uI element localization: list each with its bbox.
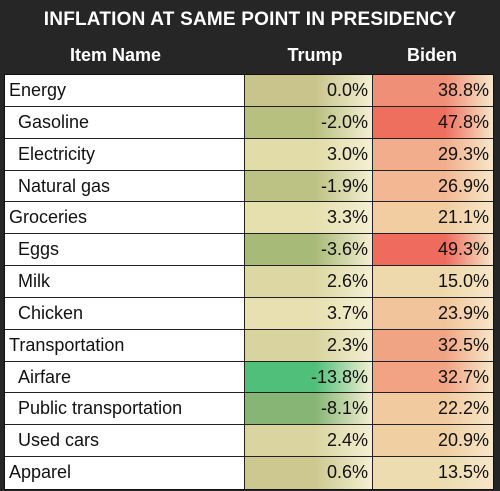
trump-value-cell: 3.7%	[245, 297, 373, 329]
item-name-cell: Chicken	[5, 297, 245, 329]
trump-value-cell: 3.0%	[245, 138, 373, 170]
biden-value-cell: 15.0%	[373, 266, 493, 297]
item-name-cell: Airfare	[5, 361, 245, 393]
biden-value-cell: 20.9%	[373, 425, 493, 457]
biden-value-cell: 21.1%	[373, 202, 493, 234]
biden-value-cell: 26.9%	[373, 170, 493, 202]
table-row: Electricity 3.0% 29.3%	[5, 138, 493, 171]
biden-value-cell: 29.3%	[373, 138, 493, 170]
biden-value-cell: 49.3%	[373, 234, 493, 266]
biden-value-cell: 13.5%	[373, 457, 493, 489]
column-header-trump: Trump	[287, 45, 343, 65]
trump-value-cell: -13.8%	[245, 361, 373, 393]
table-row: Transportation 2.3% 32.5%	[5, 329, 493, 362]
item-name-cell: Milk	[5, 266, 245, 297]
table-row: Chicken 3.7% 23.9%	[5, 297, 493, 330]
trump-value-cell: 0.6%	[245, 457, 373, 489]
trump-value-cell: -1.9%	[245, 170, 373, 202]
trump-value-cell: 2.6%	[245, 266, 373, 297]
table-row: Airfare -13.8% 32.7%	[5, 361, 493, 394]
table-row: Groceries 3.3% 21.1%	[5, 202, 493, 235]
trump-value-cell: -3.6%	[245, 234, 373, 266]
item-name-cell: Electricity	[5, 138, 245, 170]
page-title: INFLATION AT SAME POINT IN PRESIDENCY	[43, 9, 457, 30]
trump-value-cell: 0.0%	[245, 75, 373, 106]
item-name-cell: Gasoline	[5, 106, 245, 138]
column-header-item-name: Item Name	[70, 45, 162, 65]
biden-value-cell: 47.8%	[373, 106, 493, 138]
column-header-biden: Biden	[406, 45, 457, 65]
item-name-cell: Groceries	[5, 202, 245, 234]
table-row: Public transportation -8.1% 22.2%	[5, 393, 493, 426]
table-row: Gasoline -2.0% 47.8%	[5, 106, 493, 139]
table-row: Apparel 0.6% 13.5%	[5, 457, 493, 489]
item-name-cell: Eggs	[5, 234, 245, 266]
table-row: Used cars 2.4% 20.9%	[5, 425, 493, 458]
trump-value-cell: 2.3%	[245, 329, 373, 361]
biden-value-cell: 32.5%	[373, 329, 493, 361]
item-name-cell: Apparel	[5, 457, 245, 489]
table-row: Milk 2.6% 15.0%	[5, 266, 493, 298]
table-row: Natural gas -1.9% 26.9%	[5, 170, 493, 203]
item-name-cell: Energy	[5, 75, 245, 106]
table-header: Item Name Trump Biden	[0, 38, 500, 72]
trump-value-cell: 2.4%	[245, 425, 373, 457]
item-name-cell: Public transportation	[5, 393, 245, 425]
data-table: Energy 0.0% 38.8% Gasoline -2.0% 47.8% Electri…	[4, 74, 494, 490]
item-name-cell: Natural gas	[5, 170, 245, 202]
trump-value-cell: -2.0%	[245, 106, 373, 138]
biden-value-cell: 38.8%	[373, 75, 493, 106]
biden-value-cell: 22.2%	[373, 393, 493, 425]
biden-value-cell: 32.7%	[373, 361, 493, 393]
table-row: Eggs -3.6% 49.3%	[5, 234, 493, 267]
item-name-cell: Used cars	[5, 425, 245, 457]
trump-value-cell: -8.1%	[245, 393, 373, 425]
table-row: Energy 0.0% 38.8%	[5, 75, 493, 107]
biden-value-cell: 23.9%	[373, 297, 493, 329]
trump-value-cell: 3.3%	[245, 202, 373, 234]
item-name-cell: Transportation	[5, 329, 245, 361]
